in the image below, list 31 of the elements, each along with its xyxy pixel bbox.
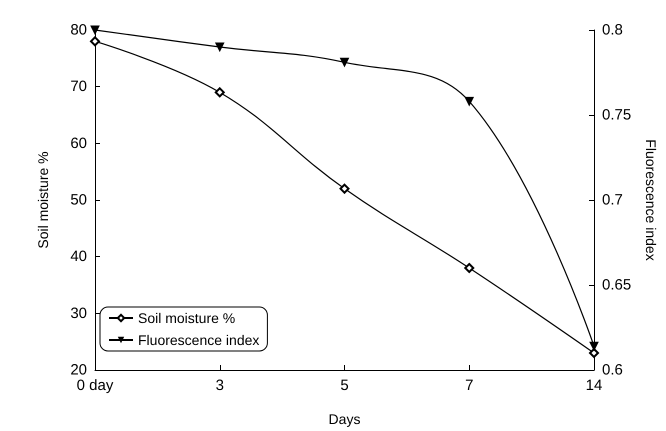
y-tick-label: 70 bbox=[70, 78, 87, 96]
x-tick-label: 5 bbox=[340, 377, 349, 394]
legend-label: Soil moisture % bbox=[138, 310, 236, 326]
point bbox=[464, 263, 474, 273]
y-tick-label: 30 bbox=[70, 304, 87, 322]
y2-tick-label: 0.65 bbox=[602, 276, 632, 294]
y-tick-label: 20 bbox=[70, 362, 87, 378]
point bbox=[215, 42, 224, 52]
y2-axis-title: Fluorescence index bbox=[643, 139, 659, 261]
y2-tick-label: 0.75 bbox=[602, 106, 632, 124]
y2-tick-label: 0.6 bbox=[602, 362, 623, 378]
x-axis-title: Days bbox=[328, 411, 360, 427]
y-tick-label: 50 bbox=[70, 192, 87, 208]
y-tick-label: 40 bbox=[70, 248, 87, 266]
legend-label: Fluorescence index bbox=[138, 332, 260, 348]
x-tick-label: 14 bbox=[586, 377, 602, 394]
y2-tick-label: 0.7 bbox=[602, 192, 623, 208]
point bbox=[589, 348, 599, 358]
point bbox=[590, 342, 598, 351]
point bbox=[340, 58, 349, 67]
point bbox=[90, 36, 100, 46]
point bbox=[464, 96, 474, 106]
y-axis-title: Soil moisture % bbox=[35, 151, 51, 249]
y-tick-label: 80 bbox=[70, 22, 87, 38]
y-tick-label: 60 bbox=[70, 134, 87, 152]
x-tick-label: 0 day bbox=[76, 377, 114, 394]
x-tick-label: 7 bbox=[465, 377, 474, 394]
x-tick-label: 3 bbox=[216, 377, 224, 394]
y2-tick-label: 0.8 bbox=[602, 22, 623, 38]
point bbox=[340, 184, 350, 194]
point bbox=[214, 87, 225, 98]
